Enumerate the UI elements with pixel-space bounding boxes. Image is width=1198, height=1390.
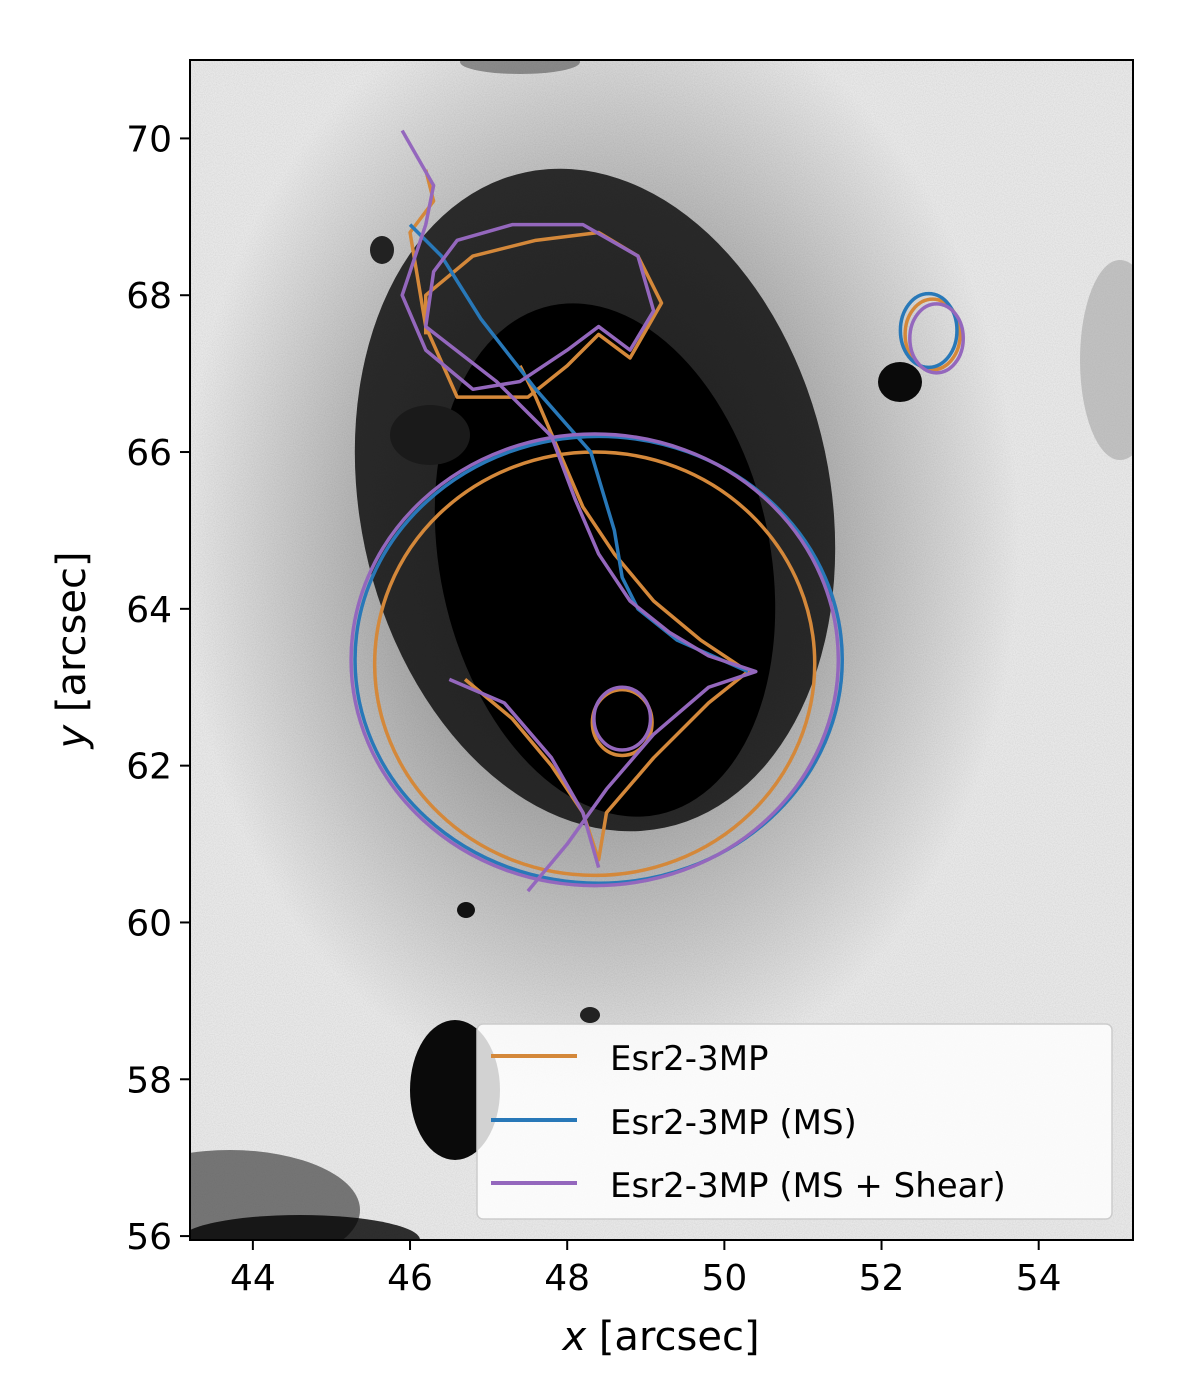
curve-esr2-3mp-2 [463,364,750,862]
legend: Esr2-3MP Esr2-3MP (MS) Esr2-3MP (MS + Sh… [476,1023,1113,1220]
curve-esr2-3mp-ms-0 [353,434,844,886]
legend-label-esr2-3mp-ms: Esr2-3MP (MS) [610,1103,857,1143]
curve-esr2-3mp-ms-shear-1 [400,129,758,893]
x-tick-label: 46 [387,1258,433,1299]
curve-esr2-3mp-ms-shear-0 [349,432,841,888]
y-tick-label: 58 [126,1060,172,1101]
critical-curves [349,129,966,893]
curve-esr2-3mp-ms-2 [898,291,959,370]
y-tick-label: 62 [126,747,172,788]
x-tick-label: 48 [544,1258,590,1299]
background-image [190,60,1133,1240]
curve-esr2-3mp-4 [903,297,962,372]
legend-box [476,1023,1113,1220]
x-tick-label: 54 [1016,1258,1062,1299]
y-axis-label: y [arcsec] [49,551,95,749]
curve-esr2-3mp-ms-shear-2 [448,677,601,869]
axes-frame [189,59,1134,1241]
curve-esr2-3mp-0 [372,450,817,878]
y-tick-label: 60 [126,903,172,944]
y-tick-label: 70 [126,119,172,160]
x-axis-label: x [arcsec] [560,1314,759,1360]
y-tick-label: 68 [126,276,172,317]
x-tick-label: 50 [701,1258,747,1299]
y-tick-label: 64 [126,590,172,631]
x-axis-ticks: 44 46 48 50 52 54 [230,1240,1062,1299]
x-tick-label: 44 [230,1258,276,1299]
x-tick-label: 52 [859,1258,905,1299]
curve-esr2-3mp-1 [408,169,664,399]
y-tick-label: 66 [126,433,172,474]
curve-esr2-3mp-ms-shear-4 [908,302,966,375]
curve-esr2-3mp-3 [590,687,654,758]
y-axis-ticks: 56 58 60 62 64 66 68 70 [126,119,190,1258]
y-tick-label: 56 [126,1217,172,1258]
curve-esr2-3mp-ms-shear-3 [592,685,653,752]
legend-label-esr2-3mp: Esr2-3MP [610,1039,769,1079]
legend-label-esr2-3mp-ms-shear: Esr2-3MP (MS + Shear) [610,1166,1006,1206]
